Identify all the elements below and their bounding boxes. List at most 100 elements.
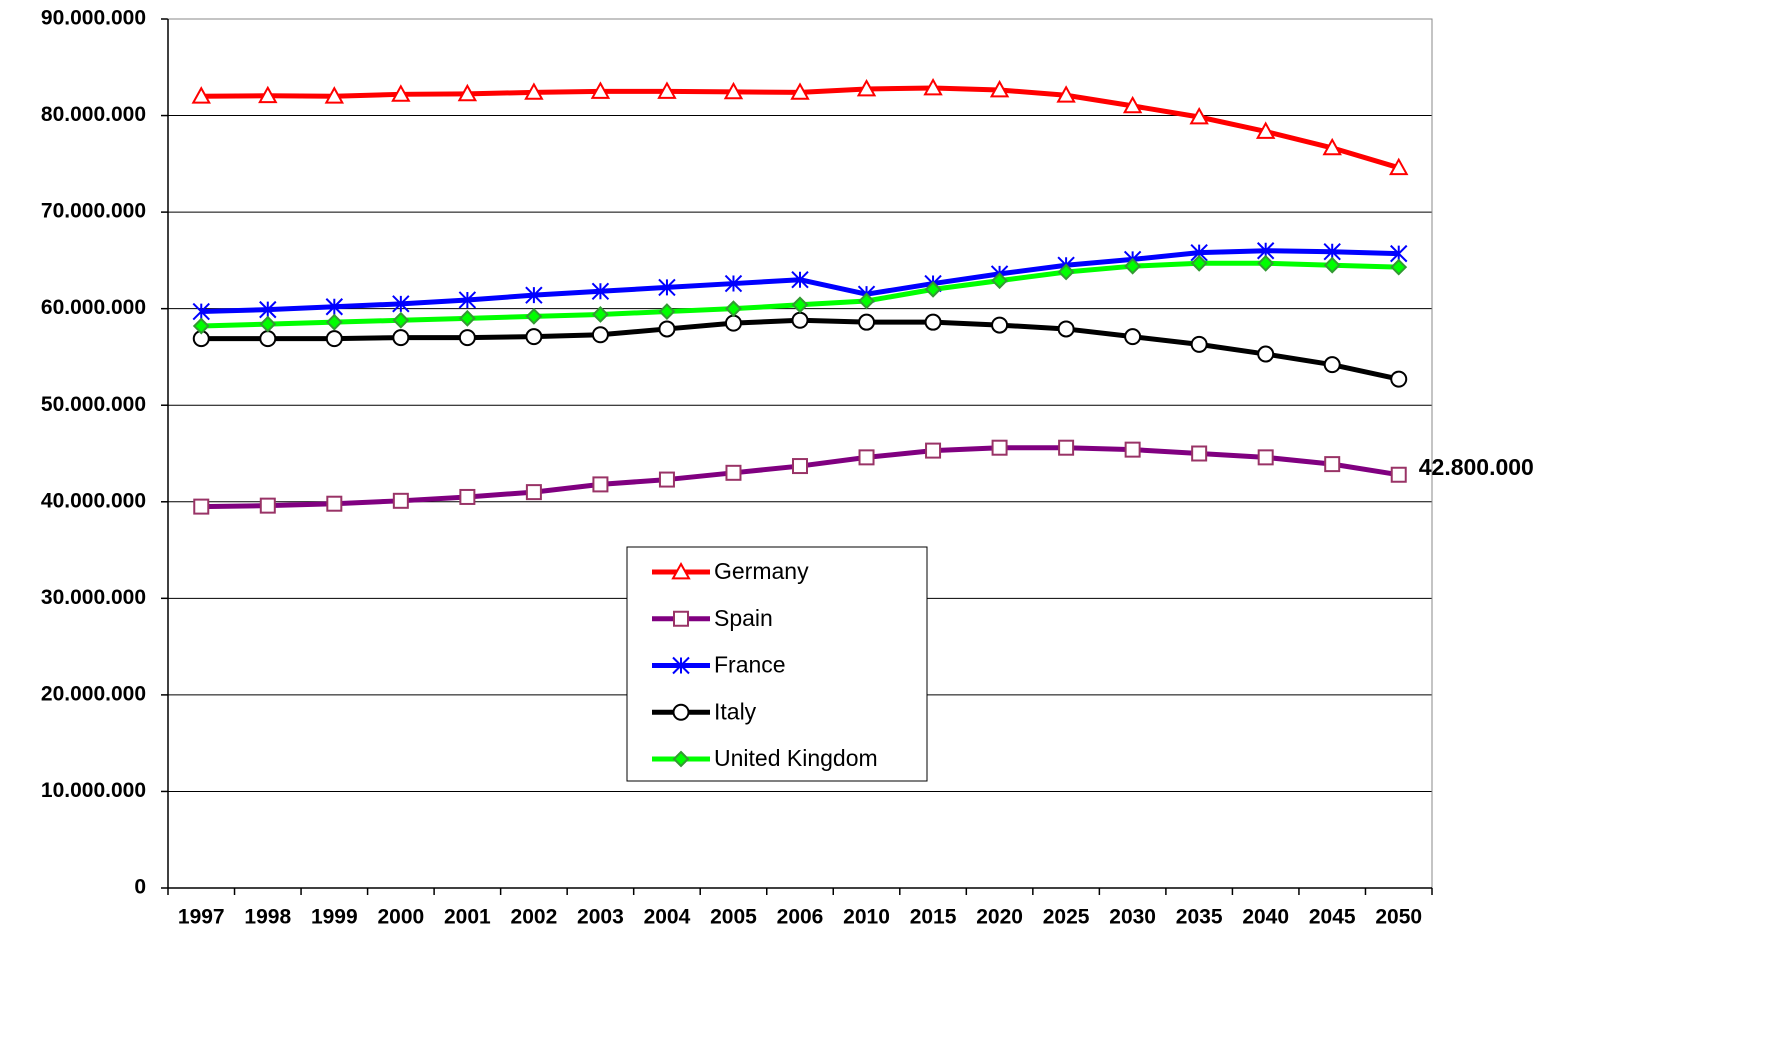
legend-label: United Kingdom: [714, 745, 878, 771]
marker: [1057, 320, 1075, 338]
marker: [671, 561, 691, 580]
marker: [991, 439, 1008, 456]
marker: [657, 81, 677, 99]
marker: [1122, 95, 1143, 114]
marker: [458, 329, 476, 347]
series-line: [201, 445, 1400, 510]
marker: [924, 313, 942, 331]
marker: [1390, 258, 1408, 276]
marker: [989, 79, 1010, 98]
marker: [791, 270, 809, 289]
marker: [591, 282, 610, 300]
marker: [790, 82, 810, 100]
marker: [192, 302, 210, 321]
marker: [1324, 456, 1341, 473]
x-tick-label: 2003: [577, 906, 624, 929]
marker: [524, 82, 544, 100]
x-tick-label: 2035: [1176, 906, 1223, 929]
marker: [658, 303, 676, 320]
marker: [991, 272, 1008, 290]
data-label: 42.800.000: [1419, 454, 1534, 480]
marker: [1057, 263, 1075, 281]
marker: [1323, 356, 1341, 374]
x-tick-label: 2000: [377, 906, 424, 929]
y-tick-label: 70.000.000: [41, 200, 146, 223]
marker: [723, 81, 744, 100]
marker: [792, 458, 808, 475]
marker: [1189, 106, 1209, 125]
marker: [1124, 257, 1142, 275]
marker: [457, 83, 478, 102]
marker: [525, 328, 543, 346]
marker: [592, 476, 609, 493]
x-tick-label: 2050: [1375, 906, 1422, 929]
marker: [525, 286, 543, 304]
marker: [1255, 121, 1276, 139]
marker: [991, 316, 1009, 334]
y-tick-label: 10.000.000: [41, 779, 146, 802]
marker: [1257, 345, 1275, 363]
x-tick-label: 2040: [1242, 906, 1289, 929]
legend-label: Italy: [714, 698, 757, 724]
marker: [858, 313, 876, 331]
marker: [672, 656, 690, 675]
marker: [672, 750, 690, 768]
legend-label: Germany: [714, 558, 809, 584]
marker: [1058, 439, 1075, 456]
legend-label: Spain: [714, 605, 773, 631]
marker: [1257, 254, 1275, 272]
marker: [193, 498, 210, 515]
marker: [392, 492, 409, 509]
series-line: [201, 317, 1400, 382]
marker: [856, 78, 877, 97]
y-tick-label: 90.000.000: [41, 7, 146, 30]
legend: Germany Spain France Italy United Kingdom: [626, 546, 928, 782]
marker: [192, 317, 210, 335]
marker: [458, 291, 477, 309]
y-tick-label: 20.000.000: [41, 682, 146, 705]
marker: [724, 274, 743, 293]
marker: [525, 484, 542, 501]
x-tick-label: 1999: [311, 906, 358, 929]
marker: [1257, 449, 1274, 466]
legend-label: France: [714, 652, 786, 678]
marker: [458, 309, 476, 327]
marker: [725, 464, 742, 481]
marker: [325, 330, 343, 348]
marker: [325, 313, 343, 331]
y-tick-label: 30.000.000: [41, 586, 146, 609]
marker: [658, 278, 676, 297]
marker: [392, 311, 410, 329]
marker: [1390, 466, 1407, 483]
marker: [858, 449, 875, 466]
marker: [259, 300, 277, 319]
x-tick-label: 2045: [1309, 906, 1356, 929]
marker: [325, 298, 344, 316]
marker: [924, 280, 942, 298]
marker: [258, 85, 278, 104]
marker: [725, 300, 742, 318]
x-tick-label: 2002: [511, 906, 558, 929]
marker: [459, 488, 476, 505]
marker: [259, 330, 277, 348]
marker: [259, 497, 276, 514]
y-tick-label: 60.000.000: [41, 296, 146, 319]
marker: [658, 320, 676, 338]
x-tick-label: 1997: [178, 906, 225, 929]
marker: [391, 84, 411, 102]
x-tick-label: 2010: [843, 906, 890, 929]
marker: [1322, 137, 1342, 156]
marker: [324, 86, 345, 104]
marker: [392, 295, 410, 313]
marker: [525, 307, 543, 325]
marker: [791, 311, 809, 329]
marker: [1190, 335, 1208, 353]
marker: [592, 306, 609, 323]
marker: [925, 442, 942, 459]
marker: [791, 296, 809, 314]
y-tick-label: 80.000.000: [41, 103, 146, 126]
marker: [658, 471, 675, 488]
x-tick-label: 2020: [976, 906, 1023, 929]
x-tick-label: 2015: [910, 906, 957, 929]
